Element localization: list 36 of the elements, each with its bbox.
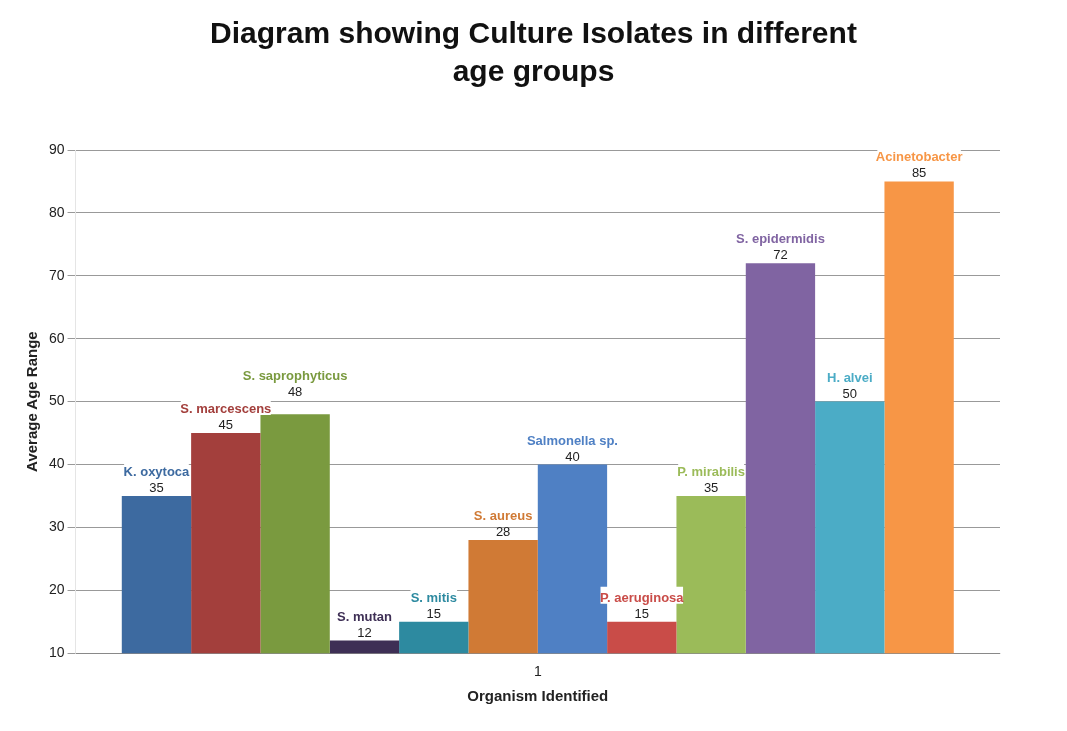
data-label: 15 bbox=[634, 605, 650, 621]
y-tick-label: 10 bbox=[48, 644, 65, 661]
data-label: 15 bbox=[426, 605, 442, 621]
data-label: 48 bbox=[287, 384, 303, 400]
y-axis-title: Average Age Range bbox=[23, 331, 41, 472]
y-tick-label: 90 bbox=[48, 140, 65, 157]
series-label: S. mitis bbox=[410, 589, 457, 605]
y-tick-label: 20 bbox=[48, 581, 65, 598]
data-label: 50 bbox=[842, 385, 858, 401]
data-label: 45 bbox=[218, 417, 234, 433]
text: S. saprophyticus bbox=[242, 368, 348, 384]
data-label: 35 bbox=[149, 479, 164, 495]
y-tick-label: 50 bbox=[48, 392, 65, 409]
x-axis-title: Organism Identified bbox=[467, 687, 609, 705]
series-label: Salmonella sp. bbox=[526, 432, 618, 448]
series-label: P. mirabilis bbox=[677, 463, 745, 479]
data-label: 12 bbox=[357, 624, 372, 640]
series-label: S. aureus bbox=[473, 507, 533, 523]
data-label: 40 bbox=[565, 448, 580, 464]
data-label: 28 bbox=[495, 523, 511, 539]
series-label: Acinetobacter bbox=[875, 149, 963, 165]
series-label: S. epidermidis bbox=[736, 231, 825, 247]
data-label: 85 bbox=[911, 165, 927, 181]
series-label: S. mutan bbox=[337, 608, 392, 624]
y-tick-label: 40 bbox=[48, 455, 65, 472]
y-tick-label: 60 bbox=[48, 329, 65, 346]
data-label: 35 bbox=[703, 479, 719, 495]
y-tick-label: 80 bbox=[48, 203, 65, 220]
data-label: 72 bbox=[773, 247, 788, 263]
y-tick-label: 30 bbox=[48, 518, 65, 535]
x-tick-label: 1 bbox=[533, 663, 542, 680]
series-label: H. alvei bbox=[827, 369, 873, 385]
series-label: K. oxytoca bbox=[123, 463, 191, 479]
y-tick-label: 70 bbox=[48, 266, 65, 283]
series-label: S. marcescens bbox=[180, 401, 272, 417]
chart-title: Diagram showing Culture Isolates in different age groups bbox=[209, 15, 858, 89]
